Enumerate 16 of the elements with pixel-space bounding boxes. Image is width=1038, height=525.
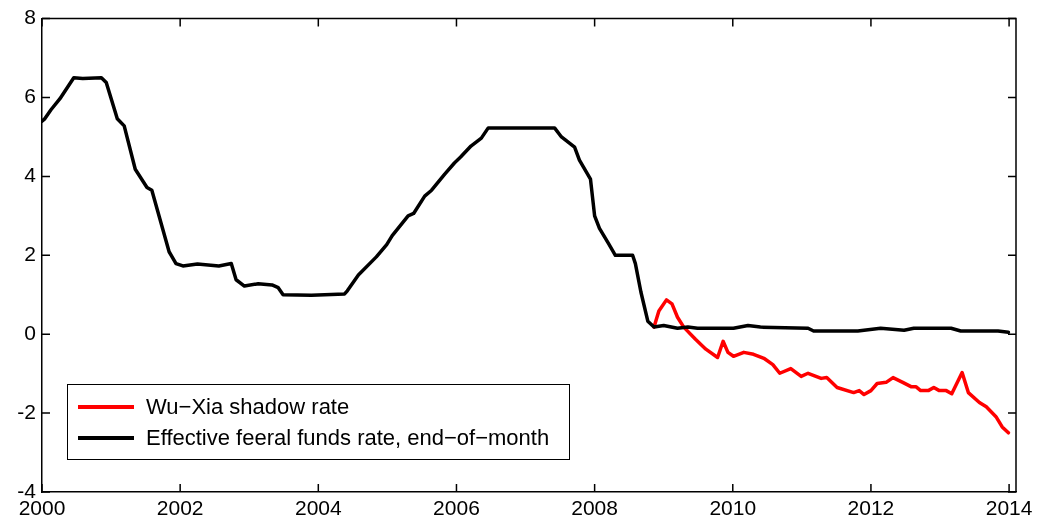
legend-label: Effective feeral funds rate, end−of−month bbox=[146, 424, 550, 452]
x-tick-label: 2002 bbox=[156, 496, 204, 520]
legend-label: Wu−Xia shadow rate bbox=[146, 393, 350, 421]
y-tick-label: 6 bbox=[24, 84, 36, 108]
x-tick-label: 2012 bbox=[847, 496, 895, 520]
x-tick-label: 2010 bbox=[709, 496, 757, 520]
y-tick-label: 4 bbox=[24, 163, 37, 187]
y-tick-label: 2 bbox=[24, 242, 36, 266]
y-tick-label: 0 bbox=[24, 321, 36, 344]
x-tick-label: 2004 bbox=[294, 496, 342, 520]
x-tick-label: 2006 bbox=[433, 496, 480, 520]
x-tick-label: 2008 bbox=[571, 496, 618, 520]
x-tick-label: 2014 bbox=[985, 496, 1033, 520]
y-tick-label: -2 bbox=[17, 399, 36, 423]
y-tick-label: -4 bbox=[17, 478, 37, 502]
y-tick-label: 8 bbox=[24, 5, 36, 29]
